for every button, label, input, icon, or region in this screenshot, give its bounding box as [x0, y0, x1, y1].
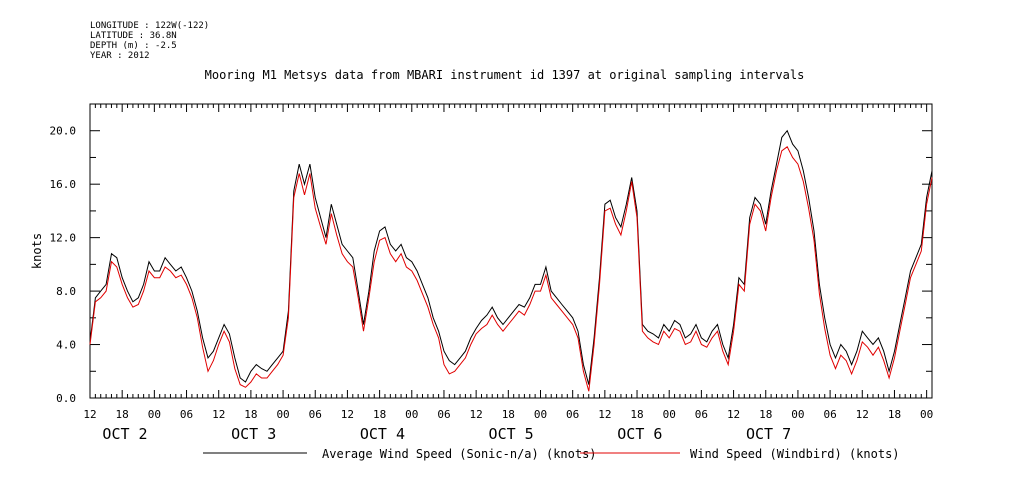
date-label: OCT 7	[746, 425, 791, 443]
y-tick-label: 12.0	[50, 232, 77, 245]
date-label: OCT 4	[360, 425, 405, 443]
x-tick-label: 06	[695, 408, 708, 421]
x-tick-label: 12	[83, 408, 96, 421]
x-tick-label: 12	[212, 408, 225, 421]
y-tick-label: 16.0	[50, 178, 77, 191]
y-tick-label: 20.0	[50, 125, 77, 138]
x-axis-ticks: 12 18 00 06 12 18 00 06 12 18 00 06 12 18 00 06 12 18 00 06…	[83, 104, 933, 443]
x-tick-label: 00	[663, 408, 676, 421]
x-tick-label: 06	[566, 408, 579, 421]
date-label: OCT 3	[231, 425, 276, 443]
plot-frame	[89, 103, 933, 399]
x-tick-label: 18	[244, 408, 257, 421]
date-label: OCT 2	[102, 425, 147, 443]
x-tick-label: 00	[534, 408, 547, 421]
latitude-text: LATITUDE : 36.8N	[90, 31, 177, 41]
legend-label-windbird: Wind Speed (Windbird) (knots)	[690, 447, 900, 461]
x-tick-label: 06	[180, 408, 193, 421]
x-tick-label: 12	[470, 408, 483, 421]
chart-title: Mooring M1 Metsys data from MBARI instru…	[204, 68, 805, 82]
x-tick-label: 18	[116, 408, 129, 421]
series-lines	[89, 129, 933, 392]
date-label: OCT 5	[489, 425, 534, 443]
legend-label-sonic: Average Wind Speed (Sonic-n/a) (knots)	[322, 447, 597, 461]
series-line-0	[89, 129, 933, 385]
x-tick-label: 00	[920, 408, 933, 421]
y-tick-label: 8.0	[56, 285, 76, 298]
x-tick-label: 12	[727, 408, 740, 421]
x-tick-label: 00	[276, 408, 289, 421]
x-tick-label: 18	[759, 408, 772, 421]
x-tick-label: 12	[598, 408, 611, 421]
series-line-1	[89, 146, 933, 392]
x-tick-label: 18	[630, 408, 643, 421]
x-tick-label: 18	[888, 408, 901, 421]
depth-text: DEPTH (m) : -2.5	[90, 41, 177, 51]
x-tick-label: 06	[437, 408, 450, 421]
y-tick-label: 0.0	[56, 392, 76, 405]
legend: Average Wind Speed (Sonic-n/a) (knots) W…	[203, 447, 900, 461]
year-text: YEAR : 2012	[90, 51, 150, 61]
y-axis-ticks: 0.0 4.0 8.0 12.0 16.0 20.0	[50, 103, 932, 405]
x-tick-label: 00	[405, 408, 418, 421]
longitude-text: LONGITUDE : 122W(-122)	[90, 21, 210, 31]
x-tick-label: 00	[791, 408, 804, 421]
x-tick-label: 00	[148, 408, 161, 421]
y-axis-label: knots	[30, 233, 44, 269]
x-tick-label: 18	[502, 408, 515, 421]
x-tick-label: 06	[309, 408, 322, 421]
date-label: OCT 6	[617, 425, 662, 443]
x-tick-label: 06	[823, 408, 836, 421]
metadata-block: LONGITUDE : 122W(-122) LATITUDE : 36.8N …	[90, 21, 209, 61]
y-tick-label: 4.0	[56, 339, 76, 352]
x-tick-label: 12	[856, 408, 869, 421]
x-tick-label: 12	[341, 408, 354, 421]
x-tick-label: 18	[373, 408, 386, 421]
